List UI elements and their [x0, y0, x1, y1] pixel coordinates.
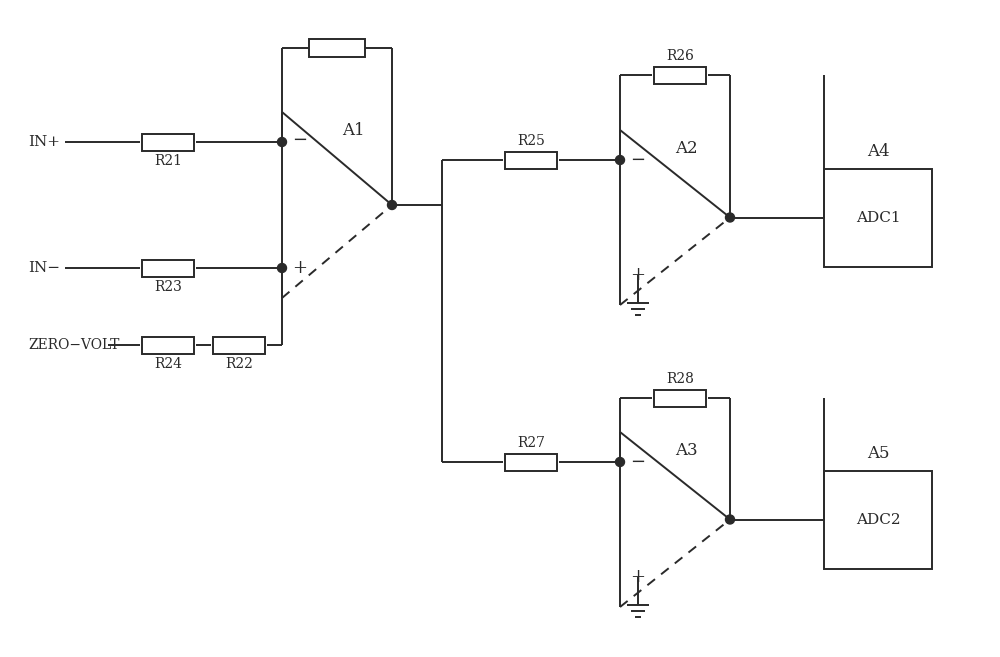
- FancyBboxPatch shape: [142, 336, 194, 353]
- Text: R28: R28: [666, 372, 694, 386]
- Text: ADC2: ADC2: [856, 512, 900, 526]
- Text: A1: A1: [342, 122, 365, 139]
- Text: IN−: IN−: [28, 261, 60, 275]
- Bar: [824, 470, 932, 568]
- Text: A3: A3: [675, 442, 698, 459]
- Text: ADC1: ADC1: [856, 210, 900, 225]
- Circle shape: [616, 156, 624, 164]
- Text: R25: R25: [517, 134, 545, 148]
- Text: +: +: [630, 568, 645, 586]
- Text: R23: R23: [154, 280, 182, 294]
- Circle shape: [726, 213, 734, 222]
- Circle shape: [278, 137, 287, 147]
- FancyBboxPatch shape: [213, 336, 265, 353]
- Text: R26: R26: [666, 49, 694, 63]
- FancyBboxPatch shape: [505, 152, 557, 168]
- FancyBboxPatch shape: [654, 390, 706, 407]
- Text: A5: A5: [867, 445, 889, 463]
- Text: IN+: IN+: [28, 135, 60, 149]
- FancyBboxPatch shape: [142, 133, 194, 150]
- Text: −: −: [292, 131, 307, 149]
- Text: R27: R27: [517, 436, 545, 450]
- FancyBboxPatch shape: [309, 39, 365, 57]
- Circle shape: [278, 263, 287, 273]
- Text: ZERO−VOLT: ZERO−VOLT: [28, 338, 119, 352]
- Text: −: −: [630, 151, 645, 169]
- Text: +: +: [292, 259, 307, 277]
- FancyBboxPatch shape: [505, 453, 557, 470]
- Circle shape: [388, 200, 396, 210]
- FancyBboxPatch shape: [142, 260, 194, 277]
- Text: A4: A4: [867, 143, 889, 160]
- Circle shape: [616, 457, 624, 466]
- Text: A2: A2: [675, 140, 698, 157]
- FancyBboxPatch shape: [654, 66, 706, 83]
- Circle shape: [726, 515, 734, 524]
- Text: −: −: [630, 453, 645, 471]
- Text: R21: R21: [154, 154, 182, 168]
- Text: R22: R22: [225, 357, 253, 371]
- Bar: [824, 168, 932, 267]
- Text: R24: R24: [154, 357, 182, 371]
- Text: +: +: [630, 266, 645, 284]
